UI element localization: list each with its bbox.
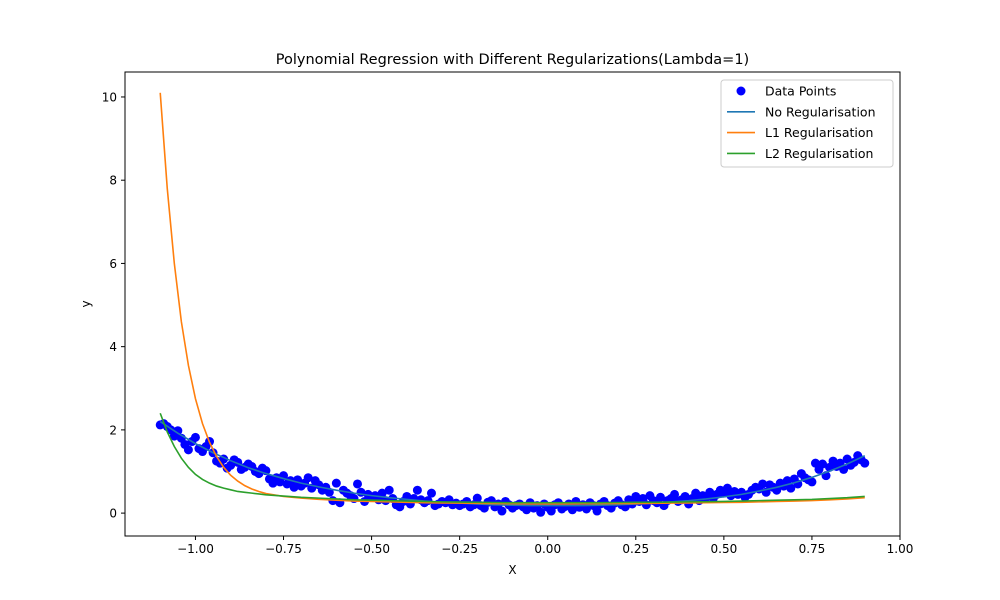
legend-marker bbox=[736, 86, 746, 96]
legend: Data Points No Regularisation L1 Regularis… bbox=[720, 79, 894, 168]
data-point bbox=[497, 506, 507, 516]
y-tick-label: 0 bbox=[109, 507, 117, 521]
x-tick-label: 0.50 bbox=[711, 542, 738, 556]
x-tick-label: 0.00 bbox=[534, 542, 561, 556]
data-point bbox=[384, 485, 394, 495]
data-point bbox=[655, 492, 665, 502]
data-point bbox=[680, 491, 690, 501]
x-axis-label: X bbox=[508, 563, 516, 577]
data-point bbox=[860, 458, 870, 468]
y-tick-label: 6 bbox=[109, 257, 117, 271]
data-point bbox=[786, 483, 796, 493]
data-point bbox=[353, 479, 362, 489]
data-point bbox=[592, 506, 602, 516]
data-point bbox=[412, 485, 422, 495]
legend-item: L2 Regularisation bbox=[727, 146, 873, 161]
x-axis: −1.00 −0.75 −0.50 −0.25 0.00 0.25 0.50 0.75 1.00 bbox=[177, 536, 913, 556]
y-tick-label: 4 bbox=[109, 340, 117, 354]
data-point bbox=[377, 488, 387, 498]
data-point bbox=[670, 489, 680, 499]
data-point bbox=[522, 505, 532, 515]
y-tick-label: 8 bbox=[109, 174, 117, 188]
legend-item: Data Points bbox=[736, 84, 836, 99]
series-line-no-regularisation bbox=[159, 420, 866, 507]
data-point bbox=[303, 473, 313, 483]
x-tick-label: −1.00 bbox=[177, 542, 214, 556]
y-tick-label: 2 bbox=[109, 423, 117, 437]
data-point bbox=[691, 488, 701, 498]
x-tick-label: −0.25 bbox=[441, 542, 478, 556]
legend-item: No Regularisation bbox=[727, 104, 876, 119]
y-tick-label: 10 bbox=[102, 90, 117, 104]
data-point bbox=[289, 482, 299, 492]
legend-label: L1 Regularisation bbox=[765, 125, 873, 140]
data-point bbox=[567, 505, 577, 515]
series-line-l2-regularisation bbox=[159, 412, 865, 504]
data-point bbox=[173, 426, 183, 436]
y-axis: 0 2 4 6 8 10 bbox=[102, 90, 125, 521]
data-point bbox=[782, 476, 792, 486]
axes-frame bbox=[124, 71, 901, 537]
series-line-l1-regularisation bbox=[159, 92, 865, 505]
x-tick-label: −0.50 bbox=[353, 542, 390, 556]
x-tick-label: 0.75 bbox=[799, 542, 826, 556]
x-tick-label: 1.00 bbox=[887, 542, 914, 556]
data-point bbox=[536, 507, 546, 517]
legend-label: Data Points bbox=[765, 84, 836, 99]
legend-item: L1 Regularisation bbox=[727, 125, 873, 140]
x-tick-label: −0.75 bbox=[265, 542, 302, 556]
data-point bbox=[190, 432, 200, 442]
x-tick-label: 0.25 bbox=[622, 542, 649, 556]
legend-label: L2 Regularisation bbox=[765, 146, 873, 161]
data-point bbox=[818, 459, 827, 469]
data-point bbox=[472, 493, 482, 503]
data-point bbox=[722, 483, 732, 493]
legend-box bbox=[720, 79, 894, 168]
data-point bbox=[758, 479, 768, 489]
data-point bbox=[183, 445, 193, 455]
data-point bbox=[807, 477, 817, 487]
data-point bbox=[426, 488, 436, 498]
plot-area bbox=[155, 92, 870, 517]
data-point bbox=[331, 478, 341, 488]
chart-title: Polynomial Regression with Different Reg… bbox=[276, 52, 749, 68]
y-axis-label: y bbox=[79, 300, 93, 307]
legend-label: No Regularisation bbox=[765, 104, 876, 119]
